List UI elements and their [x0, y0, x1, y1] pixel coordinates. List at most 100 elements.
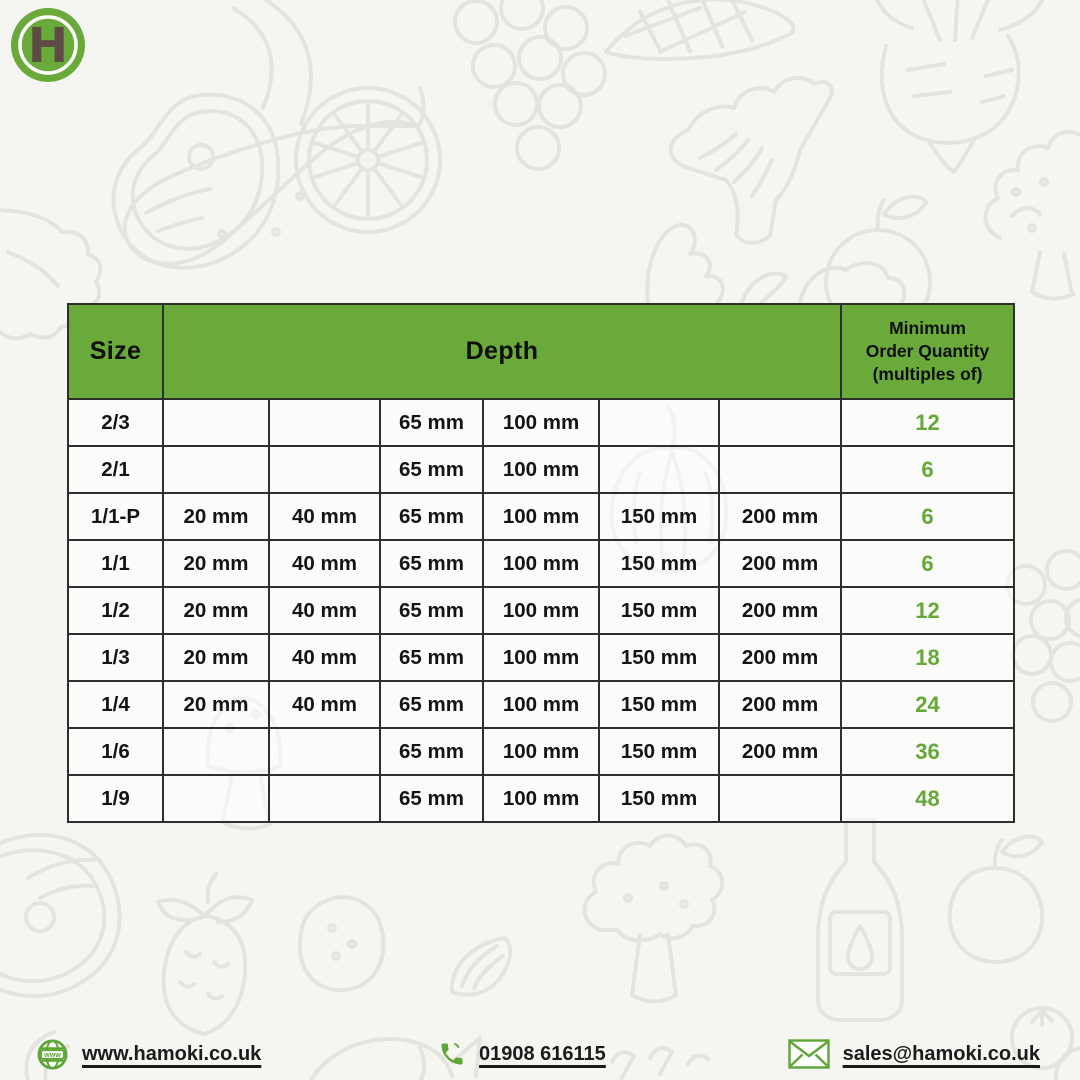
header-moq-line: (multiples of) [872, 364, 983, 385]
header-size: Size [67, 303, 164, 400]
table-row: 1/9 65 mm 100 mm 150 mm 48 [67, 774, 1016, 823]
header-moq-line: Minimum [889, 317, 966, 338]
depth-cell: 200 mm [717, 633, 843, 682]
depth-cell [268, 398, 381, 447]
moq-cell: 36 [840, 727, 1016, 776]
size-cell: 2/3 [67, 398, 164, 447]
depth-cell: 20 mm [162, 539, 270, 588]
globe-icon-text: www [43, 1050, 61, 1059]
globe-icon: www [37, 1039, 68, 1069]
depth-cell: 200 mm [717, 586, 843, 635]
header-depth: Depth [161, 303, 843, 400]
depth-cell [598, 398, 720, 447]
depth-cell: 150 mm [598, 680, 720, 729]
depth-cell: 200 mm [717, 680, 843, 729]
table-row: 1/4 20 mm 40 mm 65 mm 100 mm 150 mm 200 mm 24 [67, 680, 1016, 729]
depth-cell: 100 mm [482, 445, 600, 494]
table-row: 2/1 65 mm 100 mm 6 [67, 445, 1016, 494]
depth-cell: 65 mm [379, 680, 484, 729]
depth-cell: 100 mm [482, 492, 600, 541]
depth-cell: 65 mm [379, 586, 484, 635]
depth-cell: 100 mm [482, 398, 600, 447]
depth-cell: 65 mm [379, 774, 484, 823]
size-cell: 1/3 [67, 633, 164, 682]
depth-cell: 40 mm [268, 492, 381, 541]
email-link[interactable]: sales@hamoki.co.uk [787, 1028, 1040, 1080]
size-cell: 2/1 [67, 445, 164, 494]
depth-cell [598, 445, 720, 494]
size-cell: 1/2 [67, 586, 164, 635]
depth-cell [717, 398, 843, 447]
moq-cell: 6 [840, 445, 1016, 494]
table-row: 1/1-P 20 mm 40 mm 65 mm 100 mm 150 mm 200 mm 6 [67, 492, 1016, 541]
depth-cell [268, 445, 381, 494]
moq-cell: 6 [840, 539, 1016, 588]
table-body: 2/3 65 mm 100 mm 12 2/1 65 mm 100 mm 6 1/1-P 20 m… [67, 398, 1016, 823]
depth-cell: 150 mm [598, 774, 720, 823]
depth-cell [268, 727, 381, 776]
depth-cell: 65 mm [379, 398, 484, 447]
phone-label[interactable]: 01908 616115 [479, 1042, 606, 1065]
depth-cell: 20 mm [162, 492, 270, 541]
moq-cell: 48 [840, 774, 1016, 823]
phone-link[interactable]: 01908 616115 [438, 1028, 606, 1080]
depth-cell: 40 mm [268, 680, 381, 729]
size-cell: 1/1-P [67, 492, 164, 541]
depth-cell: 200 mm [717, 727, 843, 776]
depth-cell: 150 mm [598, 492, 720, 541]
depth-cell: 200 mm [717, 539, 843, 588]
depth-cell: 65 mm [379, 633, 484, 682]
depth-cell [162, 727, 270, 776]
size-cell: 1/4 [67, 680, 164, 729]
depth-cell: 150 mm [598, 586, 720, 635]
website-label[interactable]: www.hamoki.co.uk [82, 1042, 262, 1065]
table-row: 1/1 20 mm 40 mm 65 mm 100 mm 150 mm 200 mm 6 [67, 539, 1016, 588]
logo-circle [11, 8, 85, 82]
depth-cell: 65 mm [379, 539, 484, 588]
depth-cell [162, 445, 270, 494]
depth-cell [717, 774, 843, 823]
depth-cell [162, 398, 270, 447]
table-row: 1/3 20 mm 40 mm 65 mm 100 mm 150 mm 200 mm 18 [67, 633, 1016, 682]
depth-cell: 100 mm [482, 774, 600, 823]
size-cell: 1/9 [67, 774, 164, 823]
size-cell: 1/1 [67, 539, 164, 588]
website-link[interactable]: www www.hamoki.co.uk [36, 1028, 261, 1080]
table-header: Size Depth Minimum Order Quantity (multi… [67, 303, 1016, 400]
depth-cell: 40 mm [268, 633, 381, 682]
depth-cell: 20 mm [162, 586, 270, 635]
table-row: 1/2 20 mm 40 mm 65 mm 100 mm 150 mm 200 mm 12 [67, 586, 1016, 635]
depth-cell: 100 mm [482, 727, 600, 776]
header-moq-line: Order Quantity [865, 340, 990, 361]
email-label[interactable]: sales@hamoki.co.uk [842, 1042, 1040, 1065]
phone-icon [441, 1043, 463, 1065]
depth-cell [162, 774, 270, 823]
depth-cell: 100 mm [482, 680, 600, 729]
moq-cell: 12 [840, 398, 1016, 447]
size-cell: 1/6 [67, 727, 164, 776]
depth-cell: 150 mm [598, 539, 720, 588]
depth-cell: 65 mm [379, 445, 484, 494]
header-moq: Minimum Order Quantity (multiples of) [840, 303, 1016, 400]
table-row: 2/3 65 mm 100 mm 12 [67, 398, 1016, 447]
depth-cell: 65 mm [379, 492, 484, 541]
depth-cell: 100 mm [482, 586, 600, 635]
depth-cell: 200 mm [717, 492, 843, 541]
footer: www www.hamoki.co.uk 01908 616115 sales@… [0, 1028, 1080, 1080]
hamoki-logo: H [9, 6, 87, 84]
table-row: 1/6 65 mm 100 mm 150 mm 200 mm 36 [67, 727, 1016, 776]
depth-cell: 100 mm [482, 539, 600, 588]
depth-cell [717, 445, 843, 494]
moq-cell: 6 [840, 492, 1016, 541]
envelope-icon [787, 1039, 830, 1069]
depth-cell: 150 mm [598, 727, 720, 776]
depth-cell: 40 mm [268, 539, 381, 588]
depth-cell: 150 mm [598, 633, 720, 682]
depth-cell [268, 774, 381, 823]
depth-cell: 20 mm [162, 680, 270, 729]
depth-cell: 100 mm [482, 633, 600, 682]
depth-cell: 20 mm [162, 633, 270, 682]
logo-ring [18, 15, 78, 75]
